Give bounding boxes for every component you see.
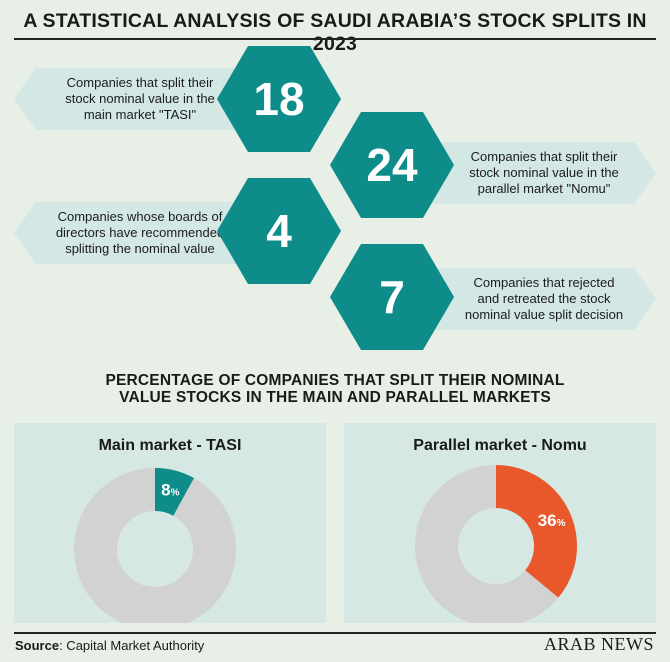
source-note: Source: Capital Market Authority	[15, 638, 204, 653]
donut-value-label: 8%	[161, 480, 179, 499]
stat-text-line: parallel market "Nomu"	[477, 181, 611, 196]
source-text: : Capital Market Authority	[59, 638, 205, 653]
footer-rule	[14, 632, 656, 634]
stat-text-line: Companies whose boards of	[57, 209, 223, 224]
donut-value-label: 36%	[538, 511, 566, 530]
section-title-line: PERCENTAGE OF COMPANIES THAT SPLIT THEIR…	[105, 372, 565, 389]
source-label: Source	[15, 638, 60, 653]
stat-text-line: and retreated the stock	[477, 291, 611, 306]
donut-panel-main: Main market - TASI 8%	[14, 423, 326, 623]
stat-text-line: directors have recommended	[55, 225, 225, 240]
stat-text-line: main market "TASI"	[83, 107, 197, 122]
donut-chart-parallel: 36%	[415, 465, 577, 623]
stat-value-2: 24	[366, 139, 418, 191]
donut-panel-parallel: Parallel market - Nomu 36%	[344, 423, 656, 623]
section-title-line: VALUE STOCKS IN THE MAIN AND PARALLEL MA…	[119, 389, 551, 406]
title-rule	[14, 38, 656, 40]
stat-text-line: stock nominal value in the	[65, 91, 215, 106]
donut-slice-remainder	[415, 465, 559, 623]
stat-text-line: Companies that split their	[470, 149, 618, 164]
publisher-logo: ARAB NEWS	[543, 634, 654, 654]
donut-title: Parallel market - Nomu	[413, 437, 587, 454]
stat-text-line: splitting the nominal value	[65, 241, 215, 256]
donut-chart-main: 8%	[74, 468, 236, 623]
stat-text-line: stock nominal value in the	[469, 165, 619, 180]
stat-text-line: Companies that split their	[66, 75, 214, 90]
stat-band-3: Companies whose boards of directors have…	[14, 202, 266, 264]
donut-slice-remainder	[74, 468, 236, 623]
donut-slice-value	[496, 465, 577, 598]
donut-slice-value	[155, 468, 195, 516]
donut-title: Main market - TASI	[98, 437, 242, 454]
stat-text-line: nominal value split decision	[464, 307, 624, 322]
stat-text-line: Companies that rejected	[473, 275, 615, 290]
stat-value-3: 4	[266, 205, 292, 257]
stat-value-1: 18	[253, 73, 305, 125]
stat-value-4: 7	[379, 271, 405, 323]
section-title: PERCENTAGE OF COMPANIES THAT SPLIT THEIR…	[0, 372, 670, 406]
